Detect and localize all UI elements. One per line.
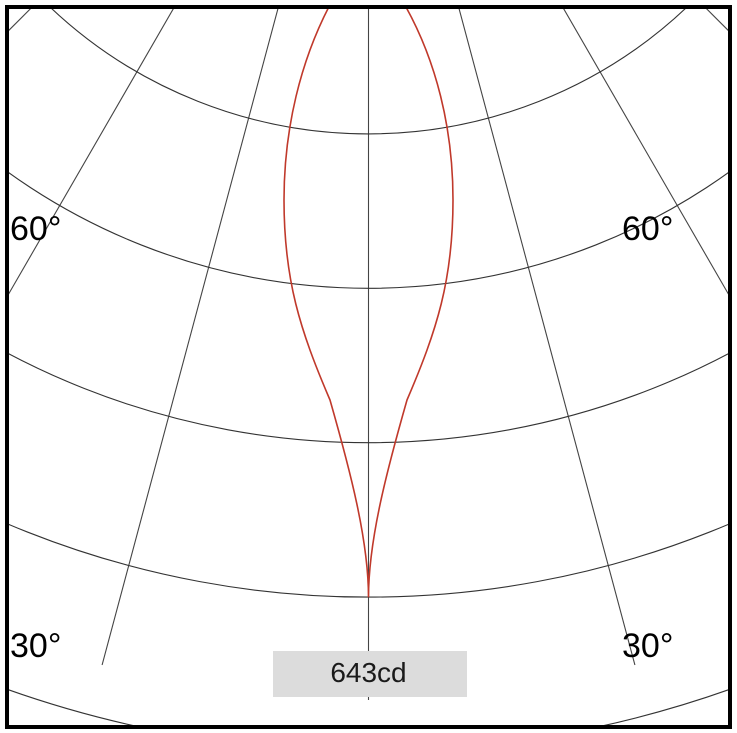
svg-text:60°: 60° (10, 210, 61, 248)
svg-text:60°: 60° (622, 210, 673, 248)
svg-text:30°: 30° (10, 627, 61, 665)
svg-text:30°: 30° (622, 627, 673, 665)
svg-text:643cd: 643cd (330, 657, 406, 688)
